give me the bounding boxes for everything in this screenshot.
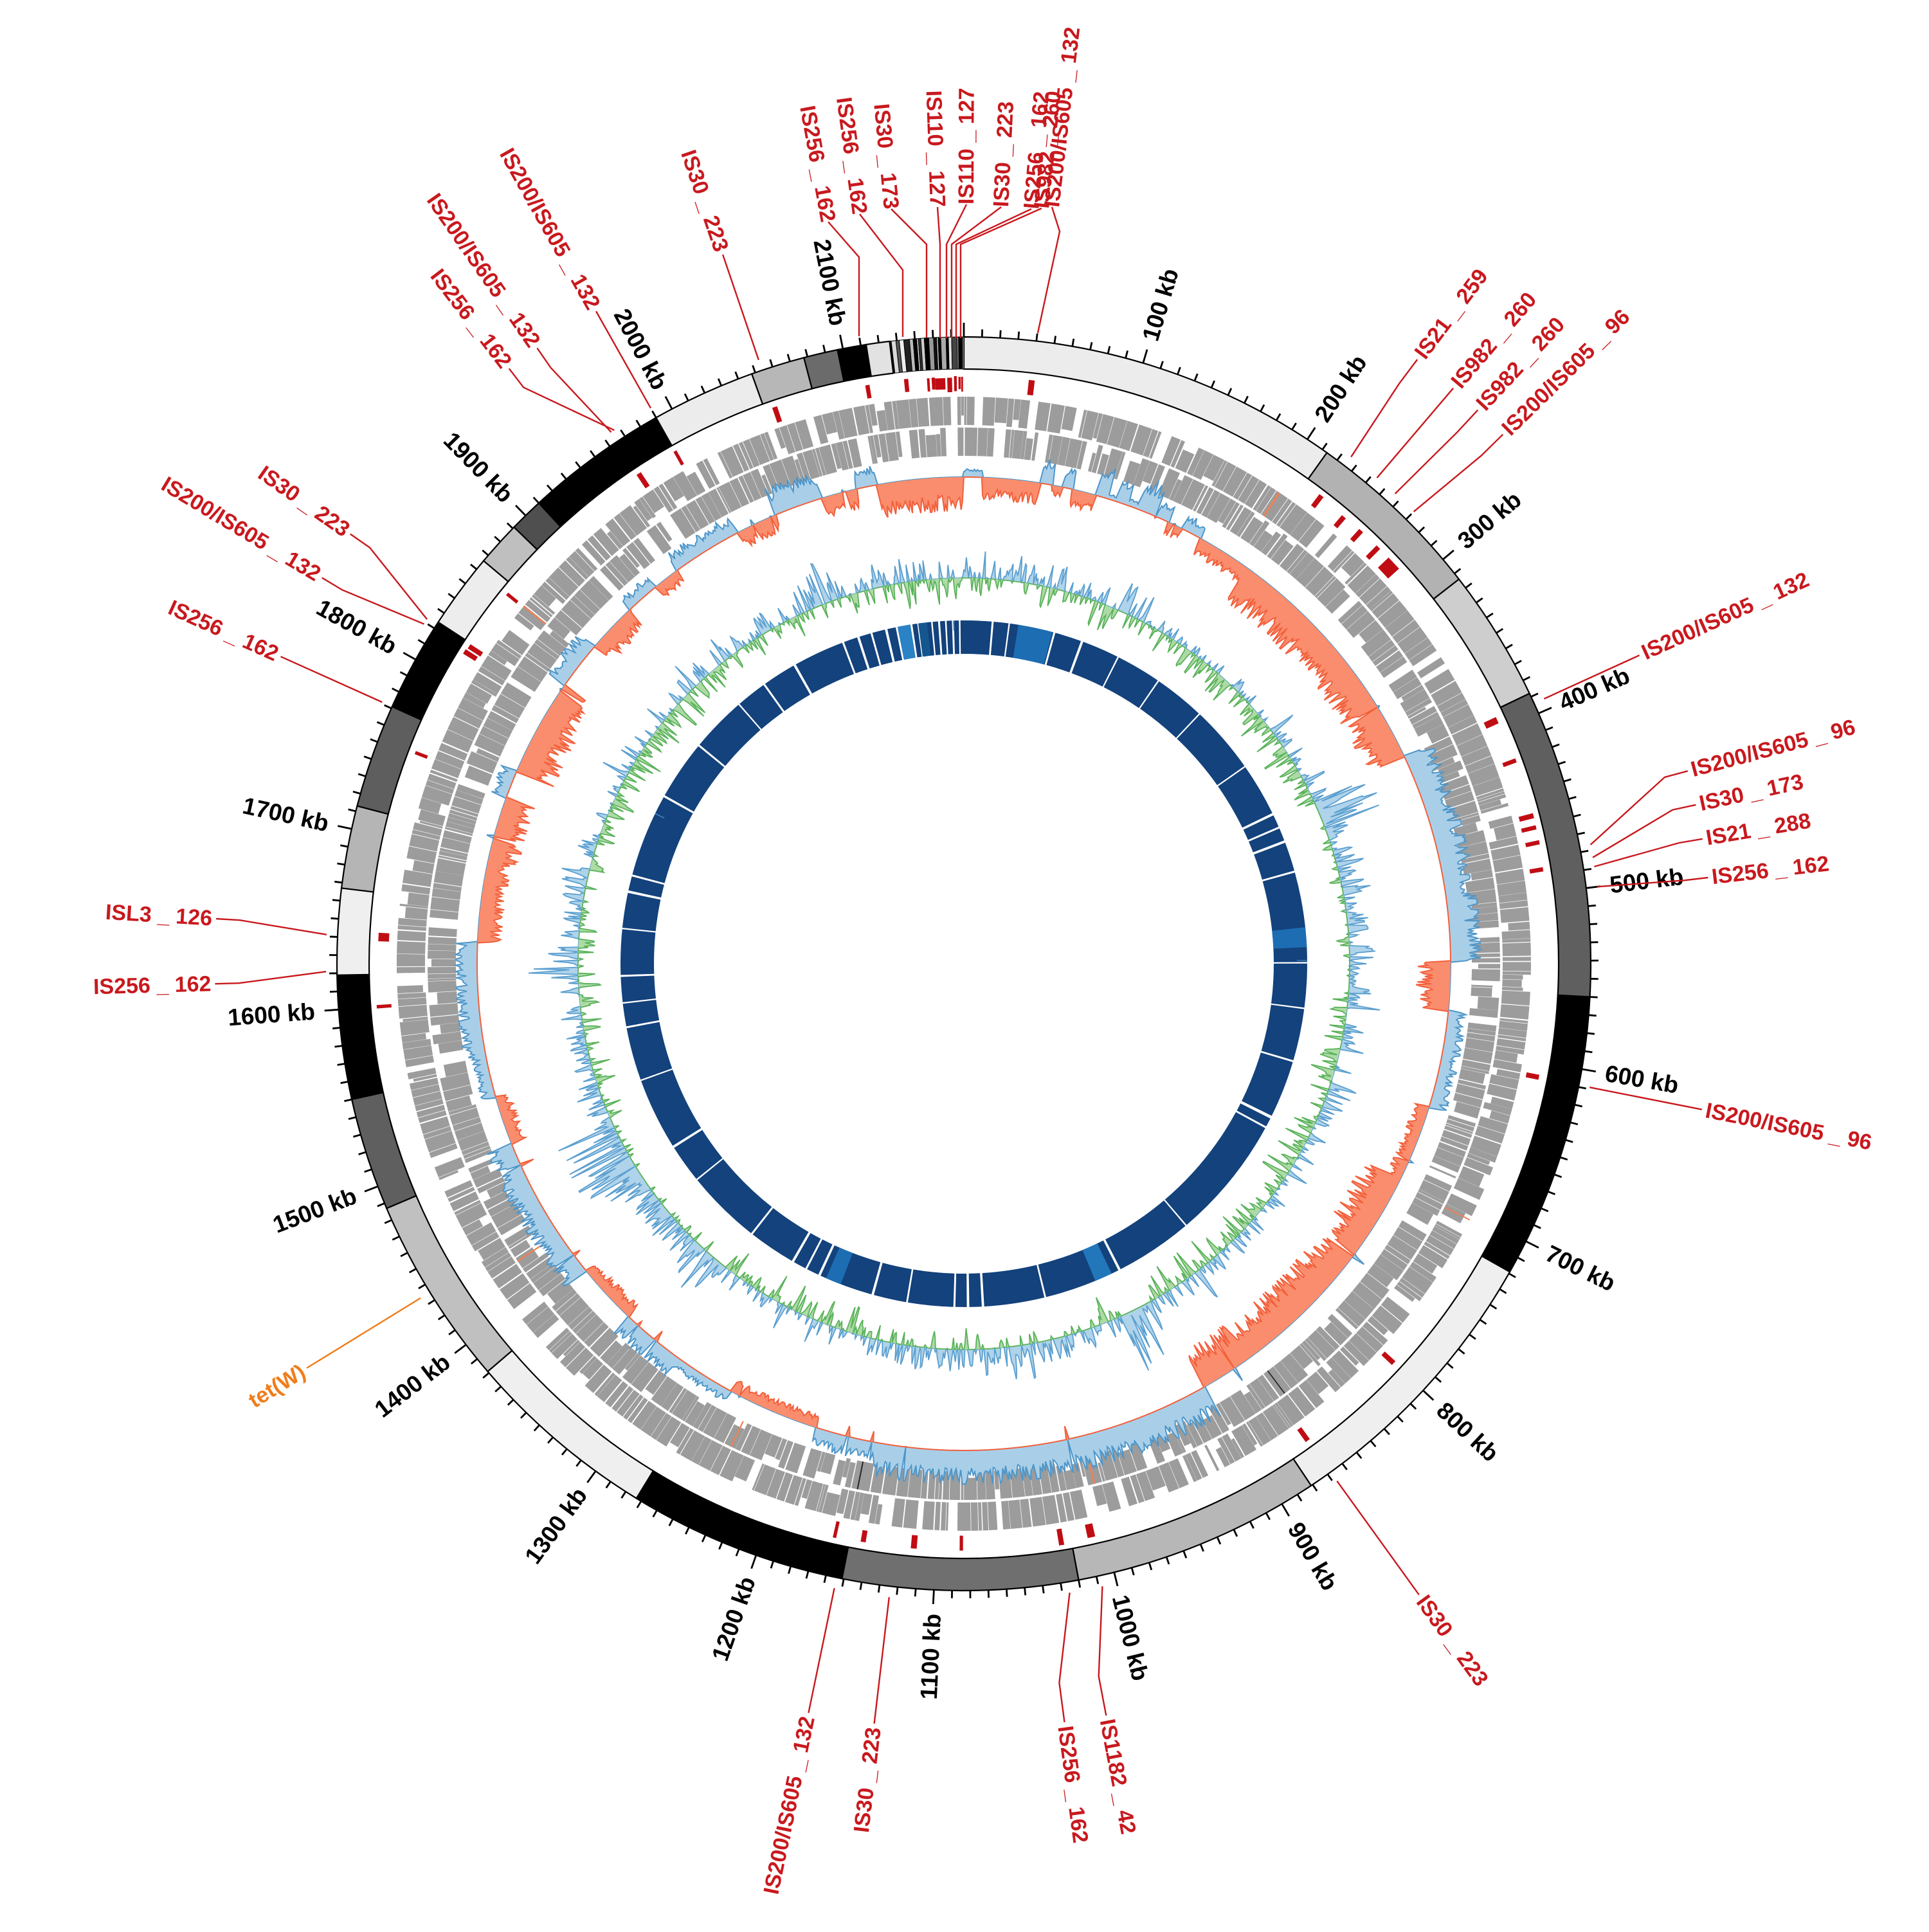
svg-text:IS256 _ 162: IS256 _ 162 bbox=[93, 971, 212, 999]
svg-text:1600 kb: 1600 kb bbox=[227, 998, 316, 1031]
svg-text:IS110 _ 127: IS110 _ 127 bbox=[954, 87, 979, 204]
svg-text:1100 kb: 1100 kb bbox=[916, 1613, 946, 1701]
svg-text:IS110 _ 127: IS110 _ 127 bbox=[921, 90, 950, 208]
svg-text:IS30 _ 223: IS30 _ 223 bbox=[989, 101, 1019, 208]
